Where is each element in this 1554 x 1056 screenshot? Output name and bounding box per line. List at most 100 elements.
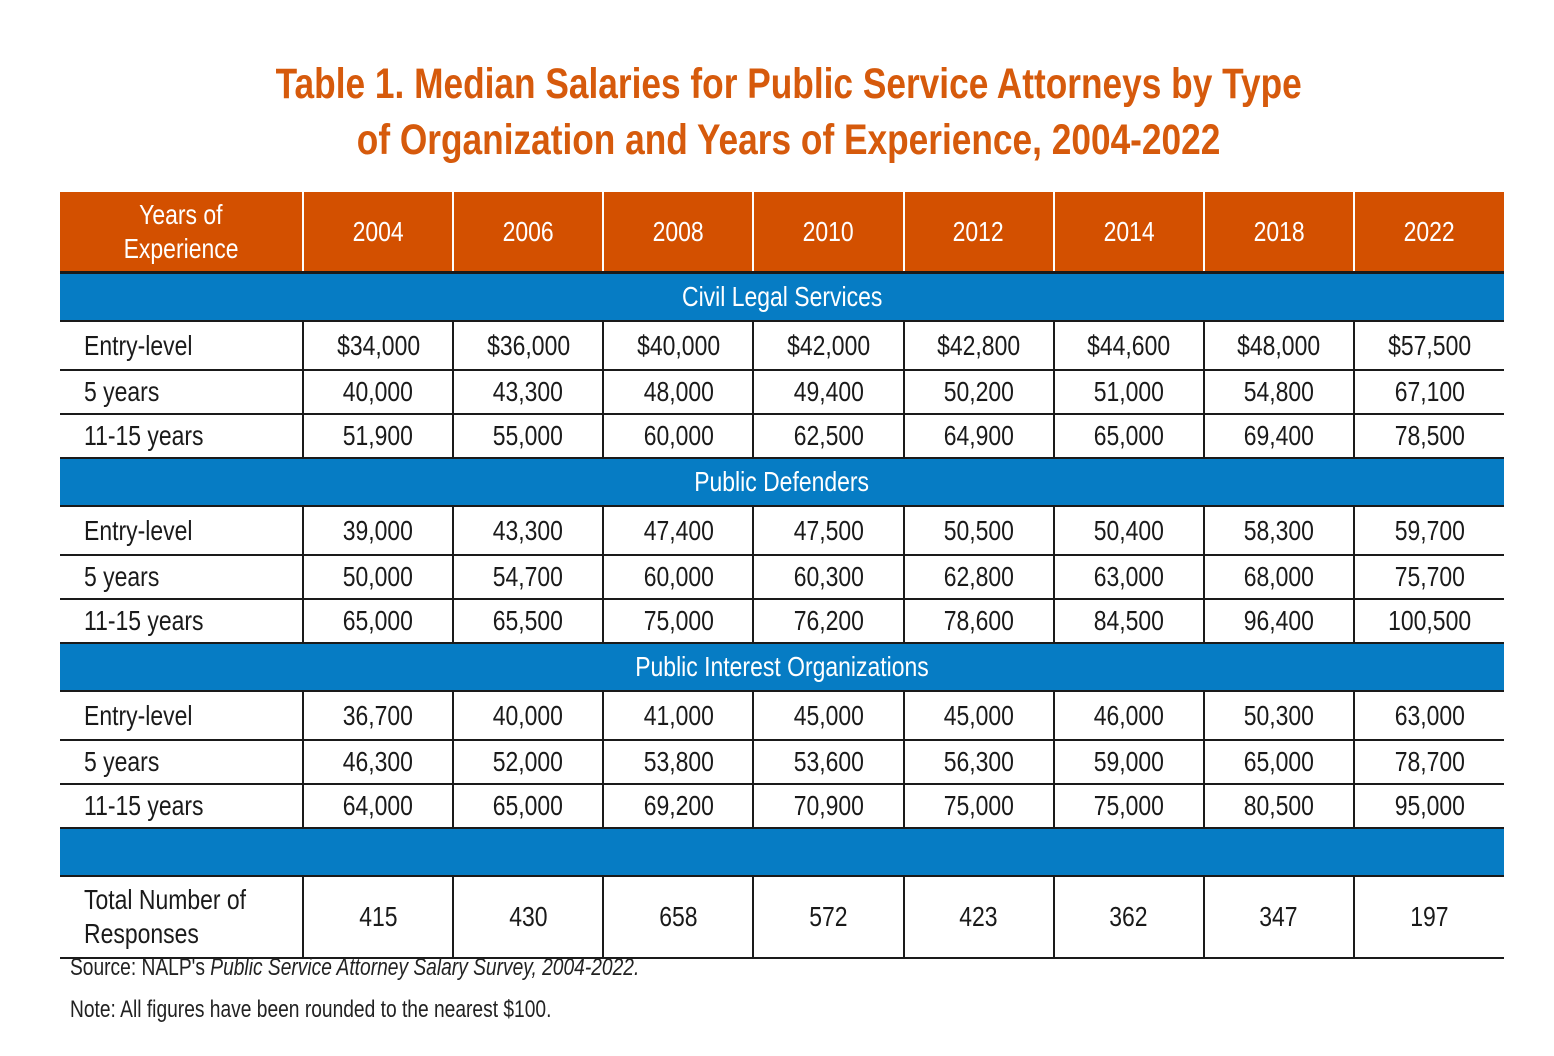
salary-value: 49,400: [793, 376, 864, 407]
total-value: 572: [809, 901, 848, 932]
salary-value: 64,900: [943, 420, 1014, 451]
salary-cell: 95,000: [1352, 784, 1504, 828]
salary-cell: 46,300: [302, 740, 454, 784]
section-row: Civil Legal Services: [60, 272, 1504, 321]
salary-cell: 84,500: [1052, 599, 1204, 643]
row-label: 5 years: [60, 555, 303, 599]
salary-value: 47,500: [793, 514, 864, 546]
salary-value: 78,500: [1394, 420, 1465, 451]
salary-cell: 53,600: [752, 740, 904, 784]
salary-value: 39,000: [343, 514, 414, 546]
salary-cell: 47,500: [752, 506, 904, 555]
header-years-of-experience: Years of Experience: [60, 192, 304, 273]
total-row: Total Number of Responses 415 430 658 572 423 3…: [60, 876, 1504, 958]
salary-value: 54,800: [1243, 376, 1314, 407]
salary-value: 50,400: [1093, 514, 1164, 546]
salary-cell: 36,700: [302, 691, 454, 740]
total-value: 197: [1410, 901, 1449, 932]
total-cell: 430: [452, 876, 604, 958]
row-label: 11-15 years: [60, 599, 303, 643]
total-value: 362: [1109, 901, 1148, 932]
row-label: 5 years: [60, 740, 303, 784]
salary-value: $42,000: [786, 329, 870, 361]
salary-value: 58,300: [1243, 514, 1314, 546]
row-label-text: 5 years: [84, 746, 160, 777]
salary-cell: 78,600: [902, 599, 1054, 643]
section-header: Civil Legal Services: [60, 272, 1504, 321]
salary-value: 64,000: [343, 790, 414, 821]
salary-value: 84,500: [1093, 605, 1164, 636]
salary-value: 52,000: [493, 746, 564, 777]
salary-cell: 75,000: [902, 784, 1054, 828]
rounding-note: Note: All figures have been rounded to t…: [70, 996, 672, 1024]
salary-cell: 75,700: [1352, 555, 1504, 599]
salary-value: 76,200: [793, 605, 864, 636]
salary-cell: 78,500: [1352, 414, 1504, 458]
source-title: Public Service Attorney Salary Survey, 2…: [210, 954, 640, 981]
header-row: Years of Experience 2004 2006 2008 2010 2012…: [60, 192, 1504, 273]
table-row: Entry-level 39,000 43,300 47,400 47,500 50,50…: [60, 506, 1504, 555]
row-label-text: Entry-level: [84, 514, 193, 546]
salary-cell: 54,700: [452, 555, 604, 599]
salary-value: $42,800: [937, 329, 1021, 361]
salary-value: 62,800: [943, 561, 1014, 592]
row-label: Entry-level: [60, 321, 303, 370]
section-header: Public Interest Organizations: [60, 643, 1504, 691]
salary-value: 36,700: [343, 699, 414, 731]
salary-cell: 51,000: [1052, 370, 1204, 414]
salary-value: 53,800: [643, 746, 714, 777]
salary-cell: 50,400: [1052, 506, 1204, 555]
salary-cell: 55,000: [452, 414, 604, 458]
section-header: Public Defenders: [60, 458, 1504, 506]
salary-value: 55,000: [493, 420, 564, 451]
salary-cell: $42,800: [902, 321, 1054, 370]
row-label-text: Entry-level: [84, 699, 193, 731]
salary-value: 75,000: [943, 790, 1014, 821]
salary-value: 65,000: [343, 605, 414, 636]
header-year-2012: 2012: [902, 192, 1054, 273]
salary-cell: 60,000: [602, 414, 754, 458]
header-label-line-2: Experience: [123, 232, 239, 264]
salary-value: 67,100: [1394, 376, 1465, 407]
salary-cell: $44,600: [1052, 321, 1204, 370]
total-value: 423: [959, 901, 998, 932]
salary-value: $34,000: [336, 329, 420, 361]
total-cell: 423: [902, 876, 1054, 958]
salary-cell: 76,200: [752, 599, 904, 643]
salary-value: 50,300: [1243, 699, 1314, 731]
year-label: 2006: [502, 215, 554, 247]
salary-cell: 48,000: [602, 370, 754, 414]
salary-cell: 65,000: [1202, 740, 1354, 784]
salary-cell: 50,500: [902, 506, 1054, 555]
salary-cell: 62,500: [752, 414, 904, 458]
salary-value: 43,300: [493, 514, 564, 546]
salary-value: 65,000: [1093, 420, 1164, 451]
row-label: Entry-level: [60, 506, 303, 555]
salary-value: 50,000: [343, 561, 414, 592]
table-row: 5 years 50,000 54,700 60,000 60,300 62,800 63,…: [60, 555, 1504, 599]
salary-value: $48,000: [1237, 329, 1321, 361]
salary-value: 96,400: [1243, 605, 1314, 636]
total-label: Total Number of Responses: [60, 876, 303, 958]
salary-cell: 56,300: [902, 740, 1054, 784]
salary-value: 47,400: [643, 514, 714, 546]
salary-value: 65,000: [493, 790, 564, 821]
total-cell: 347: [1202, 876, 1354, 958]
salary-cell: 65,500: [452, 599, 604, 643]
table-row: Entry-level 36,700 40,000 41,000 45,000 45,00…: [60, 691, 1504, 740]
salary-cell: 43,300: [452, 370, 604, 414]
salary-cell: 53,800: [602, 740, 754, 784]
note-text: Note: All figures have been rounded to t…: [70, 996, 552, 1023]
salary-value: 100,500: [1387, 605, 1471, 636]
salary-cell: 50,300: [1202, 691, 1354, 740]
salary-cell: 50,200: [902, 370, 1054, 414]
total-value: 415: [359, 901, 398, 932]
salary-value: 60,000: [643, 420, 714, 451]
salary-value: 62,500: [793, 420, 864, 451]
salary-cell: 69,400: [1202, 414, 1354, 458]
salary-value: 95,000: [1394, 790, 1465, 821]
salary-value: 43,300: [493, 376, 564, 407]
salary-value: 78,600: [943, 605, 1014, 636]
salary-cell: 45,000: [902, 691, 1054, 740]
header-year-2014: 2014: [1052, 192, 1204, 273]
